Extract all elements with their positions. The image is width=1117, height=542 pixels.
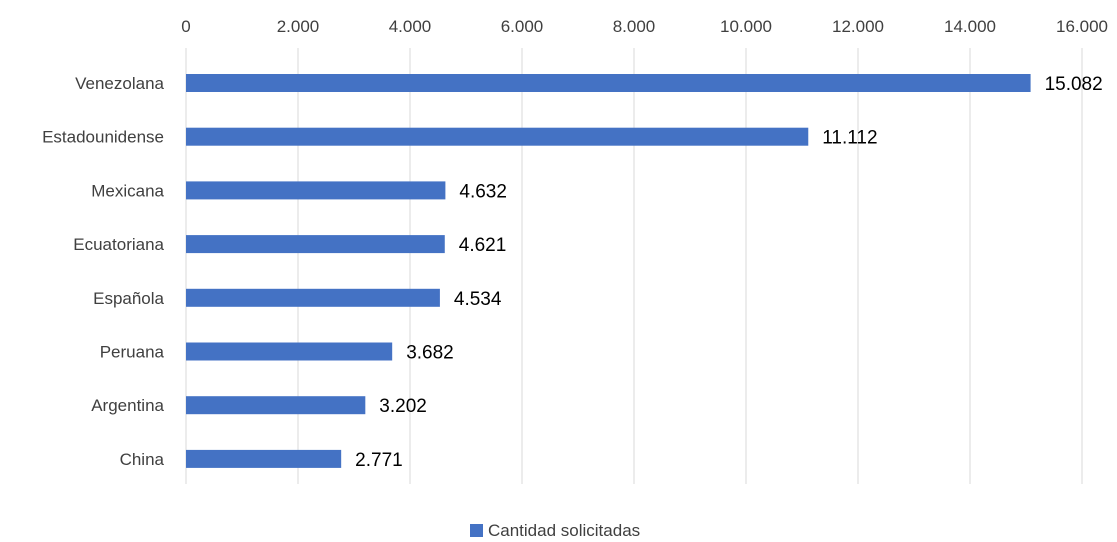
bar	[186, 449, 342, 468]
data-label: 2.771	[355, 450, 403, 471]
legend-swatch	[470, 524, 483, 537]
data-label: 4.621	[459, 235, 507, 256]
x-tick-label: 6.000	[501, 17, 544, 36]
x-tick-label: 14.000	[944, 17, 996, 36]
data-label: 3.682	[406, 343, 454, 364]
x-tick-label: 4.000	[389, 17, 432, 36]
data-label: 11.112	[822, 128, 877, 149]
data-label: 4.534	[454, 289, 502, 310]
category-label: Española	[93, 289, 164, 308]
category-label: Estadounidense	[42, 128, 164, 147]
bars	[186, 74, 1031, 468]
category-label: Ecuatoriana	[73, 235, 164, 254]
category-label: Peruana	[100, 343, 165, 362]
x-axis-ticks: 0 2.000 4.000 6.000 8.000 10.000 12.000 14.000 1…	[181, 17, 1108, 36]
category-label: Venezolana	[75, 74, 164, 93]
data-label: 15.082	[1045, 74, 1103, 95]
bar	[186, 235, 445, 254]
x-tick-label: 16.000	[1056, 17, 1108, 36]
category-label: Mexicana	[91, 181, 164, 200]
data-labels: 15.082 11.112 4.632 4.621 4.534 3.682 3.202 2.7…	[355, 74, 1103, 471]
bar	[186, 342, 393, 361]
legend: Cantidad solicitadas	[470, 521, 640, 540]
bar	[186, 127, 809, 146]
category-labels: Venezolana Estadounidense Mexicana Ecuatori…	[42, 74, 164, 469]
bar	[186, 288, 440, 307]
legend-label: Cantidad solicitadas	[488, 521, 640, 540]
x-tick-label: 10.000	[720, 17, 772, 36]
category-label: Argentina	[91, 396, 164, 415]
category-label: China	[120, 450, 165, 469]
bar	[186, 74, 1031, 92]
bar	[186, 181, 446, 200]
gridlines	[185, 48, 1083, 484]
bar	[186, 396, 366, 415]
x-tick-label: 2.000	[277, 17, 320, 36]
data-label: 3.202	[379, 396, 427, 417]
x-tick-label: 8.000	[613, 17, 656, 36]
x-tick-label: 0	[181, 17, 190, 36]
data-label: 4.632	[459, 181, 507, 202]
x-tick-label: 12.000	[832, 17, 884, 36]
